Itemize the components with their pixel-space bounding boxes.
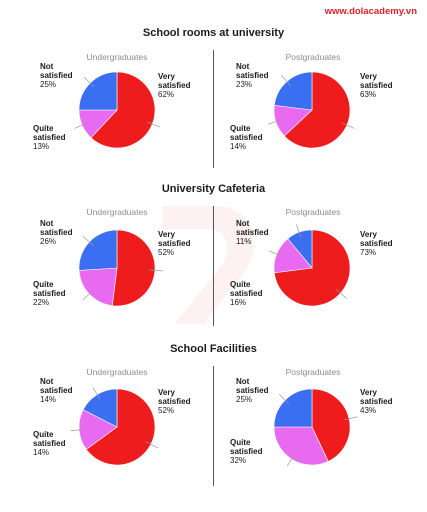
label-very-satisfied: Very satisfied 63% [360, 72, 393, 99]
leader-line [70, 429, 85, 431]
label-quite-satisfied: Quite satisfied 16% [230, 280, 263, 307]
logo-watermark [162, 205, 254, 325]
leader-line [74, 122, 88, 129]
label-very-satisfied: Very satisfied 43% [360, 388, 393, 415]
leader-line [286, 454, 295, 467]
panel-title: Postgraduates [285, 52, 341, 62]
section-title-cafeteria: University Cafeteria [161, 183, 266, 195]
leader-line [149, 269, 164, 272]
label-not-satisfied: Not satisfied 11% [236, 219, 269, 246]
section-divider [213, 206, 214, 326]
leader-line [146, 121, 161, 128]
panel-title: Postgraduates [285, 367, 341, 377]
leader-line [267, 119, 282, 125]
label-quite-satisfied: Quite satisfied 22% [33, 280, 66, 307]
leader-line [82, 289, 94, 300]
label-not-satisfied: Not satisfied 26% [40, 219, 73, 246]
label-not-satisfied: Not satisfied 23% [236, 62, 269, 89]
leader-line [82, 236, 94, 247]
brand-url: www.dolacademy.vn [324, 6, 417, 17]
pie-slice-not-satisfied [78, 229, 118, 271]
section-divider [213, 50, 214, 168]
leader-line [268, 250, 283, 257]
label-not-satisfied: Not satisfied 25% [40, 62, 73, 89]
leader-line [343, 416, 358, 421]
label-very-satisfied: Very satisfied 52% [158, 230, 191, 257]
pie-slice-very-satisfied [111, 229, 156, 307]
panel-title: Undergraduates [86, 207, 148, 217]
label-quite-satisfied: Quite satisfied 32% [230, 438, 263, 465]
leader-line [335, 289, 348, 299]
section-divider [213, 366, 214, 486]
leader-line [341, 122, 355, 129]
leader-line [295, 224, 302, 238]
label-quite-satisfied: Quite satisfied 14% [230, 124, 263, 151]
leader-line [83, 76, 95, 88]
label-quite-satisfied: Quite satisfied 14% [33, 430, 66, 457]
leader-line [92, 387, 101, 400]
panel-title: Undergraduates [86, 52, 148, 62]
pie-slice-quite-satisfied [78, 267, 118, 307]
label-not-satisfied: Not satisfied 14% [40, 377, 73, 404]
leader-line [145, 441, 159, 449]
section-title-facilities: School Facilities [170, 343, 257, 355]
label-very-satisfied: Very satisfied 73% [360, 230, 393, 257]
label-not-satisfied: Not satisfied 25% [236, 377, 269, 404]
panel-title: Postgraduates [285, 207, 341, 217]
label-very-satisfied: Very satisfied 62% [158, 72, 191, 99]
label-very-satisfied: Very satisfied 52% [158, 388, 191, 415]
section-title-school-rooms: School rooms at university [142, 27, 285, 39]
label-quite-satisfied: Quite satisfied 13% [33, 124, 66, 151]
leader-line [281, 74, 291, 87]
panel-title: Undergraduates [86, 367, 148, 377]
leader-line [278, 393, 290, 405]
pie-slice-not-satisfied [273, 71, 313, 111]
